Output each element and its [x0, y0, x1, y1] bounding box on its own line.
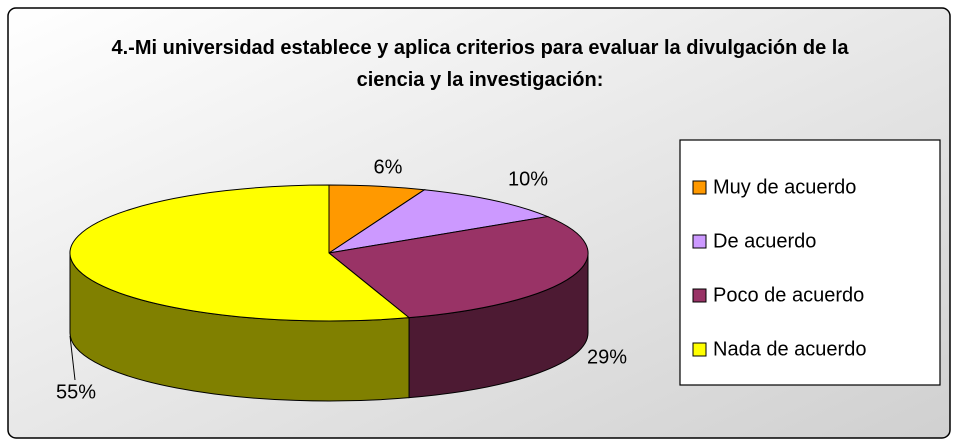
legend-label: Poco de acuerdo — [713, 284, 864, 306]
pie: 6% 10% 29% 55% — [56, 156, 627, 403]
legend-swatch — [692, 342, 707, 357]
legend-label: Nada de acuerdo — [713, 338, 866, 360]
legend-label: De acuerdo — [713, 230, 816, 252]
legend-swatch — [692, 288, 707, 303]
data-label: 10% — [508, 168, 548, 190]
legend-items: Muy de acuerdo De acuerdo Poco de acuerdo N… — [692, 176, 866, 360]
legend — [679, 139, 941, 386]
pie-slice — [328, 189, 550, 254]
legend-label: Muy de acuerdo — [713, 176, 856, 198]
pie-slice — [327, 216, 589, 319]
legend-swatch — [692, 180, 707, 195]
chart-title: 4.-Mi universidad establece y aplica cri… — [111, 37, 849, 91]
pie-slice — [69, 184, 411, 322]
data-label: 29% — [587, 346, 627, 368]
data-label: 55% — [56, 381, 96, 403]
leader-line — [69, 335, 76, 381]
data-label: 6% — [374, 156, 403, 178]
legend-swatch — [692, 234, 707, 249]
